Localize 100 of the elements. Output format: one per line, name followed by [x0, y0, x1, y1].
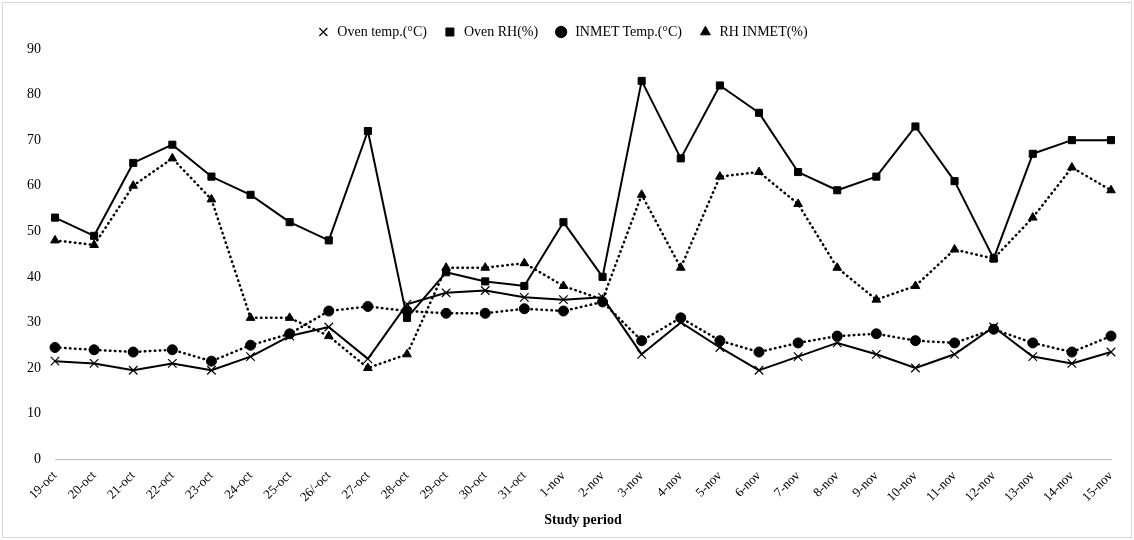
point	[1028, 149, 1037, 158]
point	[1027, 337, 1039, 349]
point	[167, 358, 178, 369]
point	[833, 186, 842, 195]
y-tick-label: 10	[27, 405, 41, 421]
point	[636, 189, 647, 198]
point	[909, 335, 921, 347]
point	[754, 365, 764, 376]
point	[166, 344, 178, 356]
point	[519, 257, 530, 267]
point	[442, 268, 451, 277]
point	[519, 292, 530, 303]
point	[89, 358, 99, 369]
point	[480, 262, 491, 271]
point	[1067, 136, 1076, 145]
point	[793, 198, 803, 207]
point	[518, 303, 530, 315]
y-tick-label: 0	[34, 450, 41, 466]
point	[88, 344, 100, 356]
point	[910, 363, 921, 373]
legend-label: RH INMET(%)	[719, 23, 809, 40]
point	[128, 365, 139, 376]
y-tick-label: 40	[27, 268, 41, 284]
point	[206, 365, 217, 376]
point	[1067, 161, 1077, 171]
point	[792, 337, 804, 349]
x-axis-title: Study period	[544, 512, 622, 528]
point	[911, 122, 920, 131]
point	[50, 356, 60, 366]
point	[520, 281, 529, 290]
point	[559, 218, 568, 227]
point	[715, 342, 725, 353]
point	[754, 166, 764, 176]
point	[636, 349, 647, 360]
point	[1105, 330, 1117, 342]
point	[1027, 351, 1038, 362]
legend-label: INMET Temp.(°C)	[575, 23, 683, 40]
point	[753, 346, 765, 358]
point	[89, 239, 99, 248]
point	[714, 335, 726, 347]
point	[1106, 136, 1116, 145]
point	[363, 362, 373, 371]
point	[441, 287, 451, 298]
point	[402, 299, 412, 310]
point	[167, 152, 178, 162]
point	[871, 294, 882, 303]
point	[323, 322, 334, 332]
point	[715, 171, 725, 180]
y-tick-label: 20	[27, 359, 41, 375]
point	[207, 172, 216, 181]
point	[1106, 184, 1116, 194]
point	[949, 337, 961, 349]
point	[557, 305, 569, 317]
point	[598, 272, 607, 281]
point	[284, 312, 295, 321]
point	[832, 338, 843, 348]
point	[323, 330, 334, 340]
point	[363, 126, 372, 136]
point	[872, 172, 881, 181]
point	[128, 180, 139, 189]
point	[1067, 358, 1077, 369]
point	[285, 218, 294, 227]
point	[676, 154, 685, 163]
point	[90, 231, 99, 240]
point	[481, 277, 490, 286]
point	[402, 348, 412, 358]
point	[245, 351, 256, 362]
y-tick-label: 70	[27, 131, 41, 147]
point	[50, 213, 60, 222]
point	[50, 234, 60, 244]
point	[324, 236, 333, 245]
point	[871, 349, 882, 360]
point	[245, 339, 257, 351]
point	[558, 280, 569, 289]
point	[793, 351, 803, 362]
y-tick-label: 30	[27, 314, 41, 330]
point	[832, 262, 843, 271]
point	[558, 294, 569, 305]
y-tick-label: 50	[27, 222, 41, 238]
point	[754, 108, 764, 117]
point	[910, 280, 921, 289]
point	[480, 285, 491, 296]
point	[950, 177, 959, 186]
point	[440, 307, 452, 319]
point	[206, 193, 217, 203]
point	[949, 349, 960, 360]
point	[1066, 346, 1078, 358]
point	[363, 354, 373, 364]
point	[637, 76, 646, 85]
point	[129, 158, 138, 167]
point	[794, 168, 803, 177]
y-tick-label: 60	[27, 177, 41, 193]
point	[831, 330, 843, 342]
point	[362, 300, 374, 312]
point	[49, 341, 61, 353]
point	[127, 346, 139, 358]
point	[323, 305, 335, 317]
point	[1027, 212, 1038, 221]
legend-label: Oven temp.(°C)	[337, 23, 428, 40]
point	[168, 140, 177, 149]
